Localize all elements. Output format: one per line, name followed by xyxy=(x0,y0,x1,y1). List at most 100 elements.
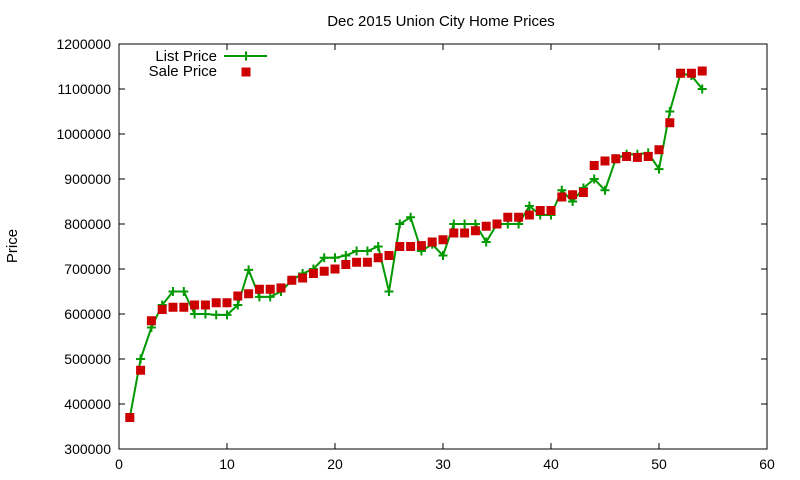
list-price-point xyxy=(179,287,189,296)
sale-price-point xyxy=(535,206,545,215)
list-price-point xyxy=(406,212,416,222)
list-price-point xyxy=(330,253,340,263)
list-price-point xyxy=(190,309,200,319)
sale-price-point xyxy=(611,154,621,164)
x-tick-label: 10 xyxy=(219,456,235,472)
sale-price-point xyxy=(481,221,491,231)
sale-price-point xyxy=(352,257,362,267)
sale-price-point xyxy=(697,66,707,76)
x-tick-label: 40 xyxy=(543,456,559,472)
list-price-point xyxy=(233,300,243,310)
sale-price-point xyxy=(211,298,221,308)
legend-label-sale-price: Sale Price xyxy=(149,63,217,80)
sale-price-point xyxy=(395,242,405,251)
sale-price-point xyxy=(416,241,426,251)
list-price-point xyxy=(168,287,178,296)
sale-price-point xyxy=(233,291,243,301)
sale-price-point xyxy=(578,188,588,197)
list-price-point xyxy=(449,219,459,229)
y-tick-label: 300000 xyxy=(64,441,111,457)
sale-price-point xyxy=(589,161,599,170)
axis-ticks: 0 10 20 30 40 50 60 300000 400000 500000 600000 700… xyxy=(56,36,775,472)
list-price-point xyxy=(600,185,610,195)
x-tick-label: 60 xyxy=(759,456,775,472)
list-price-point xyxy=(200,309,210,319)
sale-price-point xyxy=(146,316,156,326)
y-tick-label: 800000 xyxy=(64,216,111,232)
list-price-point xyxy=(222,310,232,320)
sale-price-point xyxy=(503,212,513,222)
x-tick-label: 30 xyxy=(435,456,451,472)
list-price-point xyxy=(341,251,351,260)
sale-price-point xyxy=(168,302,178,312)
sale-price-point xyxy=(524,210,534,220)
sale-price-point xyxy=(384,251,394,260)
sale-price-point xyxy=(676,68,686,78)
y-axis-title: Price xyxy=(4,229,21,263)
y-tick-label: 600000 xyxy=(64,306,111,322)
list-price-point xyxy=(524,201,534,211)
sale-price-point xyxy=(568,190,578,200)
sale-price-point xyxy=(546,206,556,215)
y-tick-label: 1200000 xyxy=(56,36,111,52)
sale-price-point xyxy=(622,152,632,161)
sale-price-point xyxy=(449,228,459,238)
list-price-point xyxy=(244,265,254,275)
legend: List Price Sale Price xyxy=(149,48,267,80)
list-price-point xyxy=(373,242,383,251)
sale-price-point xyxy=(276,283,286,293)
sale-price-point xyxy=(341,260,351,269)
chart-title: Dec 2015 Union City Home Prices xyxy=(327,13,555,30)
list-price-point xyxy=(265,292,275,302)
list-price-point xyxy=(665,107,675,116)
sale-price-point xyxy=(136,365,146,375)
list-price-line xyxy=(128,72,703,418)
y-tick-label: 1100000 xyxy=(58,81,112,97)
sale-price-point xyxy=(643,152,653,161)
sale-price-point xyxy=(190,300,200,310)
list-price-point xyxy=(136,354,146,364)
sale-price-point xyxy=(470,226,480,236)
sale-price-point xyxy=(330,264,340,274)
sale-price-point xyxy=(287,275,297,285)
list-price-point xyxy=(697,84,707,94)
list-price-point xyxy=(384,287,394,296)
plot-frame xyxy=(118,43,768,450)
list-price-point xyxy=(319,253,329,263)
sale-price-point xyxy=(460,228,470,238)
sale-price-point xyxy=(406,242,416,251)
list-price-point xyxy=(211,310,221,320)
sale-price-point xyxy=(427,237,437,247)
x-tick-label: 0 xyxy=(115,456,123,472)
sale-price-point xyxy=(665,118,675,128)
x-tick-label: 50 xyxy=(651,456,667,472)
sale-price-point xyxy=(222,298,232,308)
list-price-point xyxy=(395,219,405,229)
sale-price-point xyxy=(654,145,664,155)
legend-label-list-price: List Price xyxy=(155,48,217,65)
legend-marker-sale-price xyxy=(241,67,251,77)
list-price-point xyxy=(438,251,448,260)
sale-price-point xyxy=(125,413,135,422)
data-series xyxy=(125,66,707,422)
list-price-point xyxy=(254,292,264,302)
list-price-point xyxy=(352,246,362,256)
sale-price-point xyxy=(157,305,167,314)
list-price-point xyxy=(481,237,491,247)
sale-price-point xyxy=(308,269,318,278)
x-tick-label: 20 xyxy=(327,456,343,472)
list-price-point xyxy=(362,246,372,256)
legend-marker-list-price xyxy=(241,51,251,61)
list-price-point xyxy=(589,174,599,184)
sale-price-point xyxy=(373,253,383,263)
y-tick-label: 700000 xyxy=(64,261,111,277)
sale-price-point xyxy=(632,152,642,162)
sale-price-point xyxy=(557,192,567,202)
sale-price-point xyxy=(265,284,275,294)
sale-price-point xyxy=(492,219,502,229)
sale-price-point xyxy=(514,212,524,222)
y-tick-label: 500000 xyxy=(64,351,111,367)
y-tick-label: 1000000 xyxy=(56,126,111,142)
sale-price-point xyxy=(179,302,189,312)
